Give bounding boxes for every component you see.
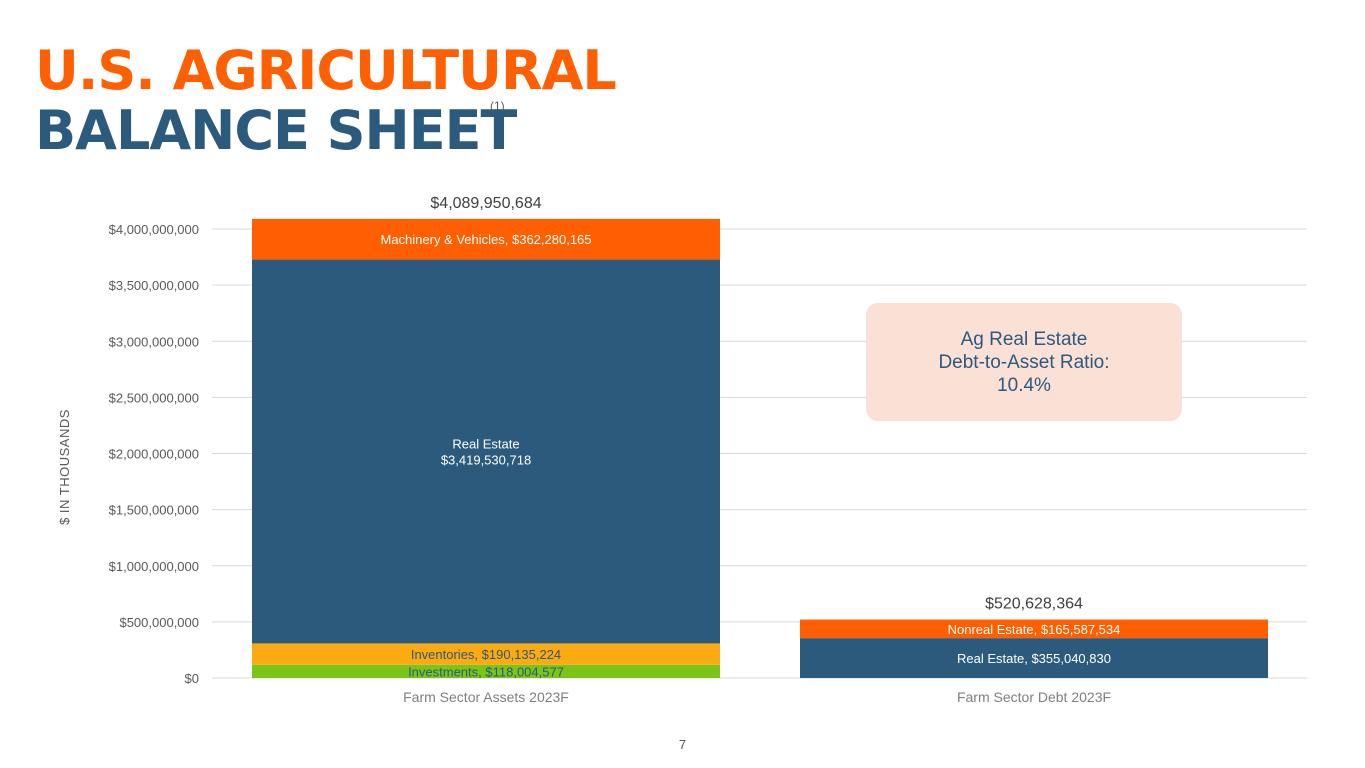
- category-label: Farm Sector Assets 2023F: [403, 689, 569, 705]
- total-label: $520,628,364: [985, 596, 1083, 613]
- footnote-marker: (1): [490, 99, 505, 113]
- y-tick-label: $500,000,000: [119, 615, 199, 630]
- y-tick-label: $3,000,000,000: [109, 334, 199, 349]
- bar-segment: [252, 259, 720, 644]
- bar-segment: [252, 218, 720, 260]
- page-number: 7: [678, 737, 687, 752]
- callout-line3: 10.4%: [997, 374, 1051, 396]
- segment-label: Investments, $118,004,577: [408, 664, 564, 679]
- segment-label: Real Estate, $355,040,830: [957, 651, 1111, 666]
- page-title-line1: U.S. AGRICULTURAL: [35, 39, 617, 102]
- y-tick-label: $0: [185, 671, 199, 686]
- bar-segment: [252, 643, 720, 665]
- y-tick-label: $1,500,000,000: [109, 503, 199, 518]
- callout-line1: Ag Real Estate: [960, 328, 1088, 350]
- segment-label: Nonreal Estate, $165,587,534: [948, 622, 1121, 637]
- callout-line2: Debt-to-Asset Ratio:: [938, 351, 1110, 373]
- bar-segment: [800, 619, 1268, 639]
- segment-label: Real Estate: [452, 436, 519, 451]
- y-tick-label: $2,000,000,000: [109, 447, 199, 462]
- debt-to-asset-callout: Ag Real Estate Debt-to-Asset Ratio: 10.4…: [866, 303, 1182, 421]
- y-tick-label: $4,000,000,000: [109, 222, 199, 237]
- y-axis-label: $ IN THOUSANDS: [57, 409, 72, 525]
- bar-segment: [800, 638, 1268, 678]
- total-label: $4,089,950,684: [430, 195, 541, 212]
- bar-segment: [252, 664, 720, 678]
- page-title-line2: BALANCE SHEET: [35, 99, 517, 162]
- segment-label: Machinery & Vehicles, $362,280,165: [380, 232, 591, 247]
- segment-label: $3,419,530,718: [441, 452, 531, 467]
- y-tick-label: $1,000,000,000: [109, 559, 199, 574]
- segment-label: Inventories, $190,135,224: [411, 647, 561, 662]
- category-label: Farm Sector Debt 2023F: [957, 689, 1111, 705]
- y-tick-label: $3,500,000,000: [109, 278, 199, 293]
- y-tick-label: $2,500,000,000: [109, 390, 199, 405]
